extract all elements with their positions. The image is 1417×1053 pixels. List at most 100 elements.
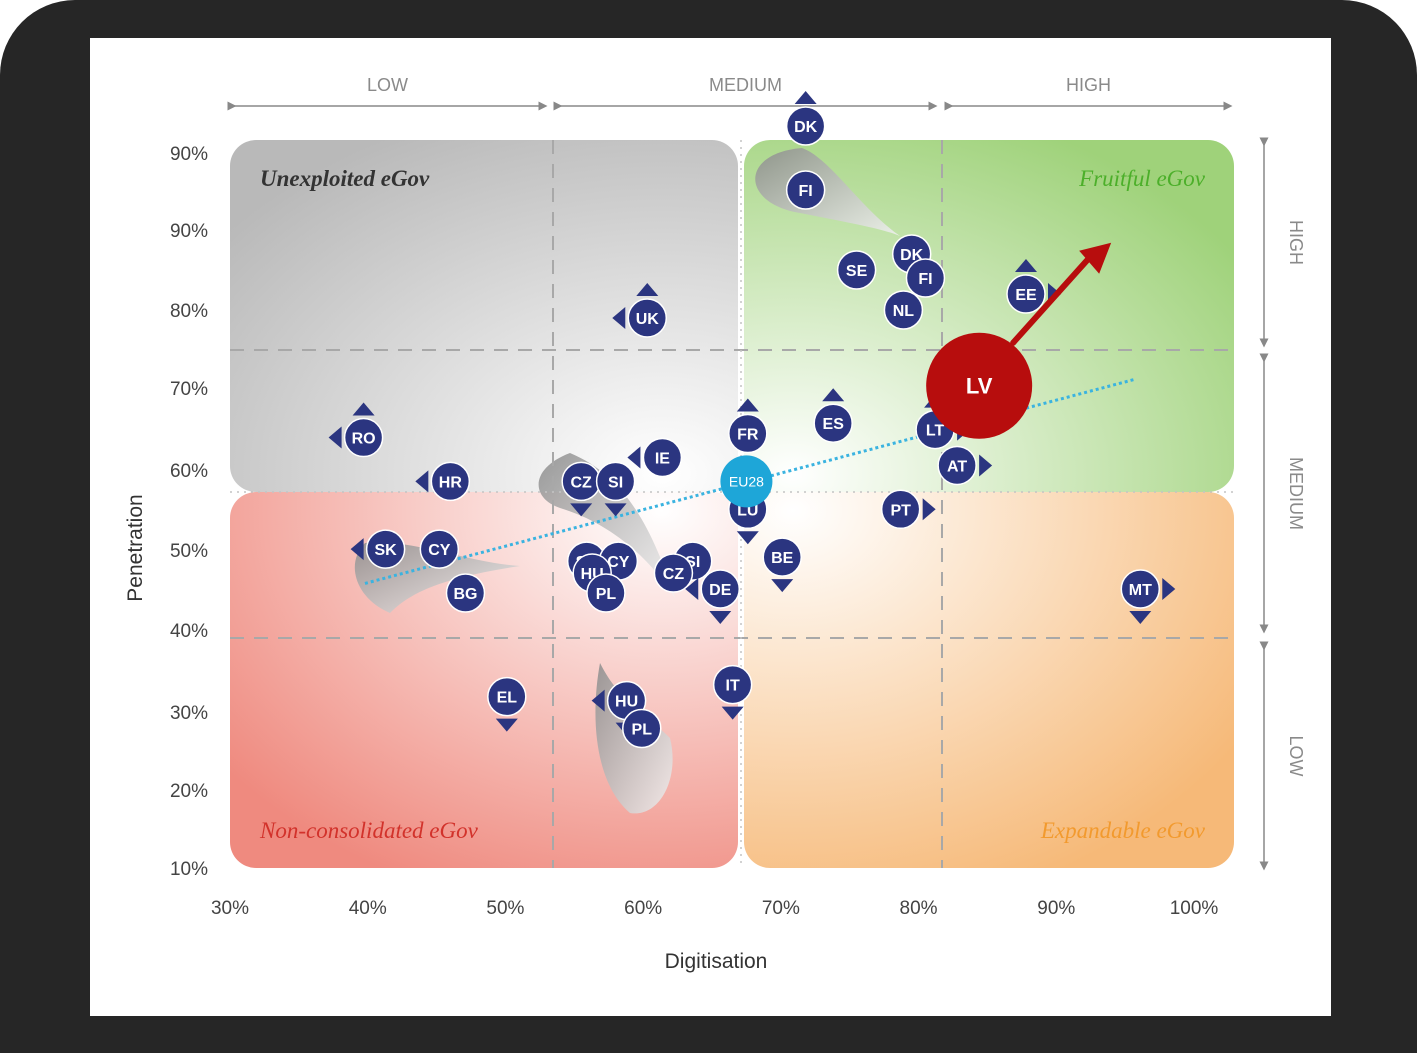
direction-arrow-left [328,426,342,449]
country-point-cz: CZ [561,461,601,517]
direction-arrow-left [350,538,364,561]
band-labels: LOW MEDIUM HIGH HIGH MEDIUM LOW [227,75,1306,871]
country-point-be: BE [762,537,802,593]
country-label: IT [726,678,740,695]
x-tick-label: 80% [900,898,938,919]
country-label: HR [439,474,463,491]
direction-arrow-down [495,718,518,732]
x-tick-label: 30% [211,898,249,919]
y-tick-label: 30% [170,703,208,724]
country-label: DK [794,119,818,136]
quadrant-nonconsolidated-bg [230,492,738,868]
direction-arrow-up [1014,259,1037,272]
country-point-ro: RO [328,402,384,458]
country-label: CY [607,554,630,571]
country-label: SE [846,263,868,280]
country-marker [653,553,694,593]
country-point-at: AT [937,445,993,486]
country-label: LT [926,423,945,440]
quadrant-fruitful-bg [744,140,1234,492]
country-label: CY [428,542,451,559]
highlight-arrow-shaft [1010,252,1095,346]
country-marker [700,569,741,609]
direction-arrow-down [721,706,744,720]
country-label: BE [771,550,794,567]
country-point-uk: UK [612,282,668,338]
y-tick-label: 80% [170,301,208,322]
quadrant-label-nonconsolidated: Non-consolidated eGov [259,818,479,843]
quadrant-backgrounds [230,140,1234,868]
eu-average-label: EU28 [729,473,764,489]
country-marker [487,676,527,717]
country-label: FI [799,183,813,200]
x-tick-label: 90% [1037,898,1075,919]
highlight-label: LV [966,374,993,399]
country-marker [785,106,826,146]
country-point-nl: NL [883,290,924,330]
direction-arrow-down [771,579,794,593]
direction-arrow-up [822,388,845,402]
y-tick-label: 70% [170,379,208,400]
country-point-bg: BG [445,573,486,613]
direction-arrow-down [1129,611,1152,624]
country-label: UK [636,311,660,328]
country-marker [642,437,683,478]
quadrant-expandable-bg [744,492,1234,868]
quadrant-label-expandable: Expandable eGov [1040,818,1206,843]
direction-arrow-up [636,282,659,296]
country-point-de: DE [685,569,741,624]
country-marker [836,250,877,290]
country-point-es: ES [813,388,853,443]
country-label: PL [632,722,653,739]
country-label: HU [615,694,638,711]
country-point-fr: FR [728,398,768,454]
country-marker [586,573,626,613]
country-label: SI [608,474,623,491]
country-marker [813,403,853,443]
country-label: EE [1015,287,1037,304]
country-marker [905,258,946,298]
country-marker [627,298,668,338]
country-label: BG [453,586,477,603]
country-marker [785,170,826,210]
country-point-hr: HR [415,461,471,502]
highlight-marker [926,332,1033,439]
country-point-pl: PL [622,708,662,749]
country-marker [1006,274,1046,314]
y-axis-label: Penetration [124,494,147,601]
country-label: NL [893,303,915,320]
direction-arrow-up [794,91,817,104]
direction-arrow-left [612,306,626,329]
y-tick-label: 10% [170,859,208,880]
x-tick-label: 40% [349,898,387,919]
country-label: PT [890,502,911,519]
country-label: IE [655,450,670,467]
x-tick-label: 100% [1170,898,1219,919]
country-label: CZ [663,566,685,583]
country-label: RO [352,431,376,448]
direction-arrow-left [591,689,605,712]
direction-arrow-down [736,531,759,545]
direction-arrow-right [979,454,993,477]
highlight-arrow-head [1079,242,1112,274]
country-label: FR [737,427,759,444]
direction-arrow-right [1162,578,1176,600]
direction-arrow-down [709,611,732,624]
country-point-ie: IE [627,437,683,478]
country-point-sk: SK [350,529,406,569]
y-tick-label: 90% [170,221,208,242]
quadrant-label-fruitful: Fruitful eGov [1078,166,1206,191]
country-label: DE [709,582,732,599]
x-tick-label: 50% [486,898,524,919]
country-marker [622,708,662,749]
country-marker [343,417,384,458]
top-band-label: MEDIUM [709,75,782,95]
top-band-label: HIGH [1066,75,1111,95]
y-tick-label: 20% [170,781,208,802]
direction-arrow-left [627,446,641,469]
country-marker [937,445,977,486]
y-tick-label: 90% [170,144,208,165]
callout-dk-fi [755,148,900,236]
country-marker [365,529,406,569]
direction-arrow-left [685,578,699,600]
